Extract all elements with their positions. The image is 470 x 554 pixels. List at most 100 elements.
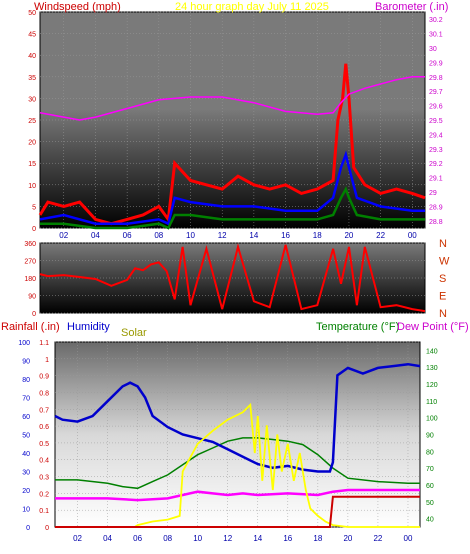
wind-x-tick: 02	[59, 231, 68, 240]
temperature-y-tick: 50	[426, 500, 434, 507]
temperature-y-ticks: 140 130 120 110 100 90 80 70 60 50 40	[426, 348, 438, 523]
temp-x-tick: 00	[404, 534, 413, 543]
humidity-y-tick: 0	[26, 525, 30, 532]
temperature-y-tick: 120	[426, 382, 438, 389]
direction-compass-tick: E	[439, 291, 446, 303]
temp-x-tick: 06	[133, 534, 142, 543]
wind-y-tick: 25	[28, 118, 36, 125]
temp-x-tick: 08	[163, 534, 172, 543]
rainfall-y-tick: 1.1	[39, 340, 49, 347]
temperature-y-tick: 70	[426, 466, 434, 473]
direction-degree-tick: 180	[24, 276, 36, 283]
barometer-y-tick: 29.2	[429, 161, 443, 168]
rainfall-line	[55, 495, 420, 528]
rainfall-y-tick: 0.4	[39, 458, 49, 465]
wind-direction-line	[39, 243, 426, 313]
wind-x-tick: 00	[408, 231, 417, 240]
temp-series	[54, 362, 421, 528]
temperature-line	[55, 437, 420, 490]
temp-x-tick: 22	[373, 534, 382, 543]
humidity-line	[54, 362, 421, 473]
wind-x-ticks: 02 04 06 08 10 12 14 16 18 20 22 00	[59, 231, 417, 240]
wind-y-tick: 45	[28, 32, 36, 39]
wind-gridlines	[40, 11, 425, 229]
temp-x-tick: 10	[193, 534, 202, 543]
barometer-y-tick: 29.3	[429, 147, 443, 154]
humidity-y-tick: 50	[22, 433, 30, 440]
humidity-y-tick: 100	[18, 340, 30, 347]
rainfall-y-tick: 0.1	[39, 508, 49, 515]
barometer-y-tick: 29.9	[429, 60, 443, 67]
wind-y-tick: 10	[28, 183, 36, 190]
humidity-y-tick: 20	[22, 488, 30, 495]
humidity-y-tick: 90	[22, 359, 30, 366]
humidity-y-tick: 40	[22, 451, 30, 458]
wind-x-tick: 20	[344, 231, 353, 240]
solar-line	[55, 402, 420, 528]
rainfall-axis-label: Rainfall (.in)	[1, 321, 60, 333]
rainfall-y-tick: 0.3	[39, 475, 49, 482]
barometer-y-tick: 28.8	[429, 219, 443, 226]
wind-x-tick: 22	[376, 231, 385, 240]
rain-humidity-temp-panel: 1.110.90.80.70.60.50.40.30.20.10 1009080…	[1, 321, 469, 543]
temp-x-ticks: 02 04 06 08 10 12 14 16 18 20 22 00	[73, 534, 413, 543]
wind-x-tick: 06	[123, 231, 132, 240]
barometer-y-ticks: 30.2 30.1 30 29.9 29.8 29.7 29.6 29.5 29.4 29.3 29…	[429, 17, 443, 226]
direction-degree-tick: 90	[28, 294, 36, 301]
direction-compass-tick: N	[439, 238, 447, 250]
wind-x-tick: 14	[249, 231, 258, 240]
temp-x-tick: 20	[343, 534, 352, 543]
wind-y-tick: 40	[28, 53, 36, 60]
humidity-y-tick: 70	[22, 396, 30, 403]
wind-x-tick: 04	[91, 231, 100, 240]
temperature-y-tick: 90	[426, 433, 434, 440]
barometer-y-tick: 29.5	[429, 118, 443, 125]
temp-x-tick: 14	[253, 534, 262, 543]
rainfall-y-tick: 0.8	[39, 390, 49, 397]
wind-y-tick: 5	[32, 204, 36, 211]
windspeed-axis-label: Windspeed (mph)	[34, 1, 121, 13]
rainfall-y-ticks: 1.1 1 0.9 0.8 0.7 0.6 0.5 0.4 0.3 0.2 0.1 0	[39, 340, 49, 532]
barometer-y-tick: 29.1	[429, 176, 443, 183]
rainfall-y-tick: 0.7	[39, 407, 49, 414]
wind-x-tick: 12	[218, 231, 227, 240]
direction-degree-tick: 270	[24, 259, 36, 266]
direction-compass-tick: N	[439, 308, 447, 320]
temp-x-tick: 18	[313, 534, 322, 543]
wind-x-tick: 10	[186, 231, 195, 240]
wind-low-line	[40, 186, 425, 230]
temperature-y-tick: 40	[426, 517, 434, 524]
wind-average-line	[39, 150, 425, 226]
barometer-y-tick: 30.2	[429, 17, 443, 24]
dew-point-line	[55, 488, 420, 502]
temp-x-tick: 12	[223, 534, 232, 543]
barometer-y-tick: 28.9	[429, 204, 443, 211]
wind-y-tick: 0	[32, 226, 36, 233]
temperature-y-tick: 100	[426, 416, 438, 423]
humidity-y-tick: 60	[22, 414, 30, 421]
wind-y-tick: 15	[28, 161, 36, 168]
temperature-y-tick: 130	[426, 365, 438, 372]
barometer-y-tick: 29.4	[429, 132, 443, 139]
barometer-y-tick: 30.1	[429, 32, 443, 39]
rainfall-y-tick: 0.5	[39, 441, 49, 448]
temperature-y-tick: 60	[426, 483, 434, 490]
humidity-y-tick: 10	[22, 507, 30, 514]
temperature-axis-label: Temperature (°F)	[316, 321, 399, 333]
chart-title: 24 hour graph day July 11 2025	[175, 1, 329, 13]
rainfall-y-tick: 0.6	[39, 424, 49, 431]
wind-y-tick: 30	[28, 96, 36, 103]
barometer-axis-label: Barometer (.in)	[375, 1, 448, 13]
humidity-axis-label: Humidity	[67, 321, 110, 333]
dew-point-axis-label: Dew Point (°F)	[397, 321, 469, 333]
direction-degree-tick: 360	[24, 241, 36, 248]
barometer-y-tick: 29.7	[429, 89, 443, 96]
direction-compass-tick: S	[439, 273, 446, 285]
temp-x-tick: 02	[73, 534, 82, 543]
